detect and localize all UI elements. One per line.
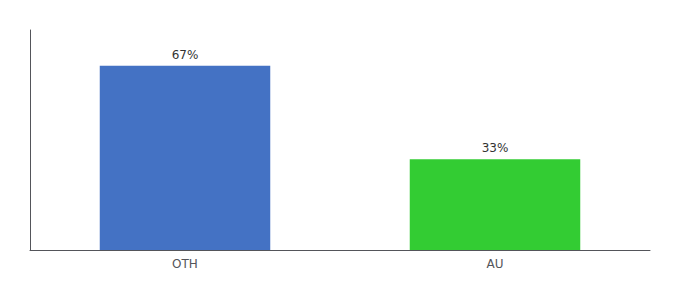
- svg-text:67%: 67%: [172, 48, 199, 62]
- svg-text:AU: AU: [487, 257, 504, 271]
- svg-text:33%: 33%: [482, 141, 509, 155]
- svg-text:OTH: OTH: [172, 257, 198, 271]
